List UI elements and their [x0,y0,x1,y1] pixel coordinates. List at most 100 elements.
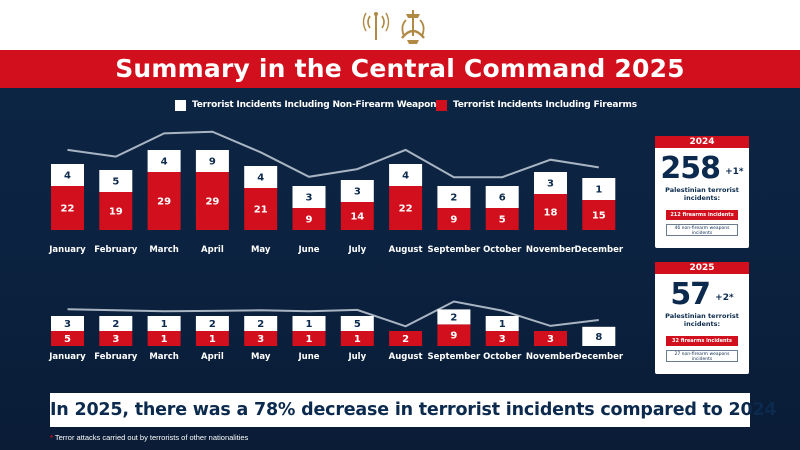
bar-firearm-2024-june [292,208,326,230]
bar-firearm-2024-may [244,188,278,230]
bar-firearm-2024-october [485,208,519,230]
month-tick-label: September [428,352,482,362]
bar-label-nonfirearm: 1 [161,319,168,330]
bar-nonfirearm-2024-november [534,172,567,194]
bar-label-nonfirearm: 2 [450,193,457,204]
month-tick-label: December [575,352,624,362]
bar-label-nonfirearm: 5 [354,319,361,330]
bar-label-nonfirearm: 3 [547,179,554,190]
month-tick-label: April [201,245,224,255]
emblem-group [362,10,425,44]
bar-label-nonfirearm: 6 [499,193,506,204]
bar-firearm-2025-november [534,331,567,346]
month-tick-label: June [297,245,319,255]
bar-firearm-2025-july [340,331,374,346]
bar-label-nonfirearm: 8 [595,332,602,343]
card-total: 57 [670,277,711,312]
bar-nonfirearm-2024-june [292,186,326,208]
bar-firearm-2024-august [389,186,423,230]
month-tick-label: November [526,352,576,362]
card-nonfirearm-badge: 27 non-firearm weapons incidents [666,350,738,362]
bar-label-firearm: 9 [306,215,313,226]
bar-nonfirearm-2024-may [244,166,278,188]
bar-firearm-2024-april [195,172,229,230]
bar-label-nonfirearm: 4 [402,171,409,182]
month-tick-label: December [575,245,624,255]
bar-firearm-2024-march [147,172,181,230]
month-tick-label: April [201,352,224,362]
month-tick-label: March [149,352,178,362]
bar-label-firearm: 1 [354,334,361,345]
bar-label-nonfirearm: 9 [209,157,216,168]
month-tick-label: October [483,245,522,255]
month-tick-label: August [389,245,423,255]
bar-firearm-2025-march [147,331,181,346]
card-description: Palestinian terrorist incidents: [665,186,739,202]
bar-label-firearm: 29 [205,197,219,208]
bar-firearm-2024-july [340,202,374,230]
top-white-band [0,0,800,50]
card-year: 2024 [655,136,749,148]
bar-firearm-2025-may [244,331,278,346]
footnote-text: Terror attacks carried out by terrorists… [54,433,249,442]
bar-label-nonfirearm: 3 [354,187,361,198]
bar-label-nonfirearm: 4 [257,173,264,184]
bar-label-firearm: 9 [450,215,457,226]
month-tick-label: January [48,245,86,255]
month-tick-label: July [347,245,366,255]
bar-label-firearm: 3 [112,334,119,345]
month-tick-label: February [94,352,137,362]
bar-label-firearm: 3 [257,334,264,345]
page-title: Summary in the Central Command 2025 [115,54,685,83]
bar-firearm-2025-january [51,331,84,346]
trend-line-2025 [67,300,599,328]
bar-label-firearm: 3 [499,334,506,345]
bar-label-firearm: 2 [402,334,409,345]
bar-label-nonfirearm: 1 [499,319,506,330]
bar-nonfirearm-2025-january [51,316,84,331]
month-tick-label: January [48,352,86,362]
summary-card-2024: 2024 258 +1* Palestinian terrorist incid… [655,136,749,248]
bar-firearm-2024-january [51,186,84,230]
card-firearms-badge: 32 firearms incidents [666,336,738,346]
card-plus: +1* [725,167,744,177]
bar-nonfirearm-2024-march [147,150,181,172]
bar-nonfirearm-2024-september [437,186,471,208]
bar-label-firearm: 1 [306,334,313,345]
bar-label-firearm: 9 [450,331,457,342]
month-tick-label: September [428,245,482,255]
bar-label-nonfirearm: 2 [209,319,216,330]
bar-label-nonfirearm: 3 [64,319,71,330]
bar-label-firearm: 22 [61,204,75,215]
month-tick-label: November [526,245,576,255]
legend-swatch-red [436,99,447,111]
bar-label-nonfirearm: 5 [112,177,119,188]
footnote-star: * [50,433,53,442]
card-nonfirearm-badge: 46 non-firearm weapons incidents [666,224,738,236]
month-tick-label: May [251,352,271,362]
bar-nonfirearm-2024-february [99,170,133,192]
card-total: 258 [660,151,721,186]
bar-nonfirearm-2025-march [147,316,181,331]
bar-nonfirearm-2024-january [51,164,84,186]
month-tick-label: May [251,245,271,255]
bar-firearm-2025-august [389,331,423,346]
bar-firearm-2025-february [99,331,133,346]
bar-nonfirearm-2025-may [244,316,278,331]
legend-label-non-firearm: Terrorist Incidents Including Non-Firear… [192,100,442,110]
bar-label-firearm: 15 [592,211,606,222]
bar-label-firearm: 21 [254,205,268,216]
bar-label-firearm: 1 [209,334,216,345]
bar-label-nonfirearm: 2 [450,312,457,323]
bar-nonfirearm-2024-july [340,180,374,202]
bar-label-nonfirearm: 1 [595,185,602,196]
card-total-row: 57 +2* [655,280,749,310]
card-year: 2025 [655,262,749,274]
bar-label-nonfirearm: 2 [257,319,264,330]
radio-signal-emblem-icon [362,12,390,40]
bar-firearm-2024-december [582,200,616,230]
legend-firearm: Terrorist Incidents Including Firearms [436,97,637,113]
bar-nonfirearm-2025-october [485,316,519,331]
bar-nonfirearm-2025-december [582,326,616,346]
